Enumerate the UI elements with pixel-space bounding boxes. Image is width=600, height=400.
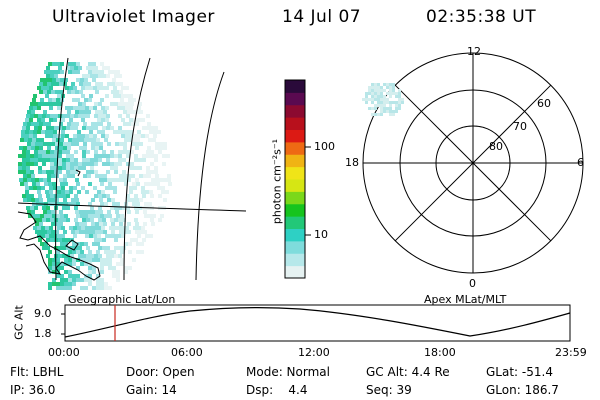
meridian-line <box>123 57 151 281</box>
polar-lat-60: 60 <box>537 97 551 110</box>
info-glat: GLat: -51.4 <box>486 365 553 379</box>
coastline <box>17 211 101 281</box>
colorbar-unit-label: photon cm⁻²s⁻¹ <box>270 138 284 225</box>
info-dsp: Dsp: 4.4 <box>246 383 308 397</box>
colorbar-tick-10: 10 <box>314 228 328 241</box>
polar-label-left: 18 <box>345 156 359 169</box>
polar-label-top: 12 <box>467 45 481 58</box>
polar-label-bottom: 0 <box>469 277 476 290</box>
info-glon: GLon: 186.7 <box>486 383 559 397</box>
colorbar-tick-100: 100 <box>314 140 335 153</box>
coastline <box>65 239 79 251</box>
polar-lat-80: 80 <box>489 140 503 153</box>
timeline-ytick-top: 9.0 <box>34 307 52 320</box>
altitude-timeline <box>61 304 571 342</box>
timeline-xtick: 06:00 <box>171 346 203 359</box>
info-gain: Gain: 14 <box>126 383 177 397</box>
geographic-image-panel <box>17 57 247 290</box>
meridian-line <box>55 57 69 281</box>
info-seq: Seq: 39 <box>366 383 412 397</box>
info-filter: Flt: LBHL <box>10 365 64 379</box>
altitude-curve <box>64 307 571 338</box>
time-label: 02:35:38 UT <box>426 7 537 27</box>
date-label: 14 Jul 07 <box>282 7 362 27</box>
instrument-title: Ultraviolet Imager <box>52 7 215 27</box>
timeline-xtick: 23:59 <box>555 346 587 359</box>
geographic-caption: Geographic Lat/Lon <box>68 293 176 306</box>
info-gc-alt: GC Alt: 4.4 Re <box>366 365 450 379</box>
pole-marker <box>75 169 81 177</box>
polar-label-right: 6 <box>577 156 584 169</box>
polar-emission-patch <box>362 83 404 116</box>
parallel-line <box>17 202 247 212</box>
timeline-xtick: 12:00 <box>298 346 330 359</box>
timeline-ytick-bottom: 1.8 <box>34 327 52 340</box>
meridian-line <box>195 71 225 281</box>
auroral-emission-image <box>18 62 172 290</box>
info-mode: Mode: Normal <box>246 365 330 379</box>
polar-plot <box>362 52 584 274</box>
timeline-ylabel: GC Alt <box>12 305 26 340</box>
timeline-xtick: 18:00 <box>424 346 456 359</box>
apex-caption: Apex MLat/MLT <box>424 293 507 306</box>
colorbar <box>284 79 311 279</box>
info-ip: IP: 36.0 <box>10 383 56 397</box>
info-door: Door: Open <box>126 365 195 379</box>
polar-lat-70: 70 <box>513 120 527 133</box>
timeline-xtick: 00:00 <box>48 346 80 359</box>
